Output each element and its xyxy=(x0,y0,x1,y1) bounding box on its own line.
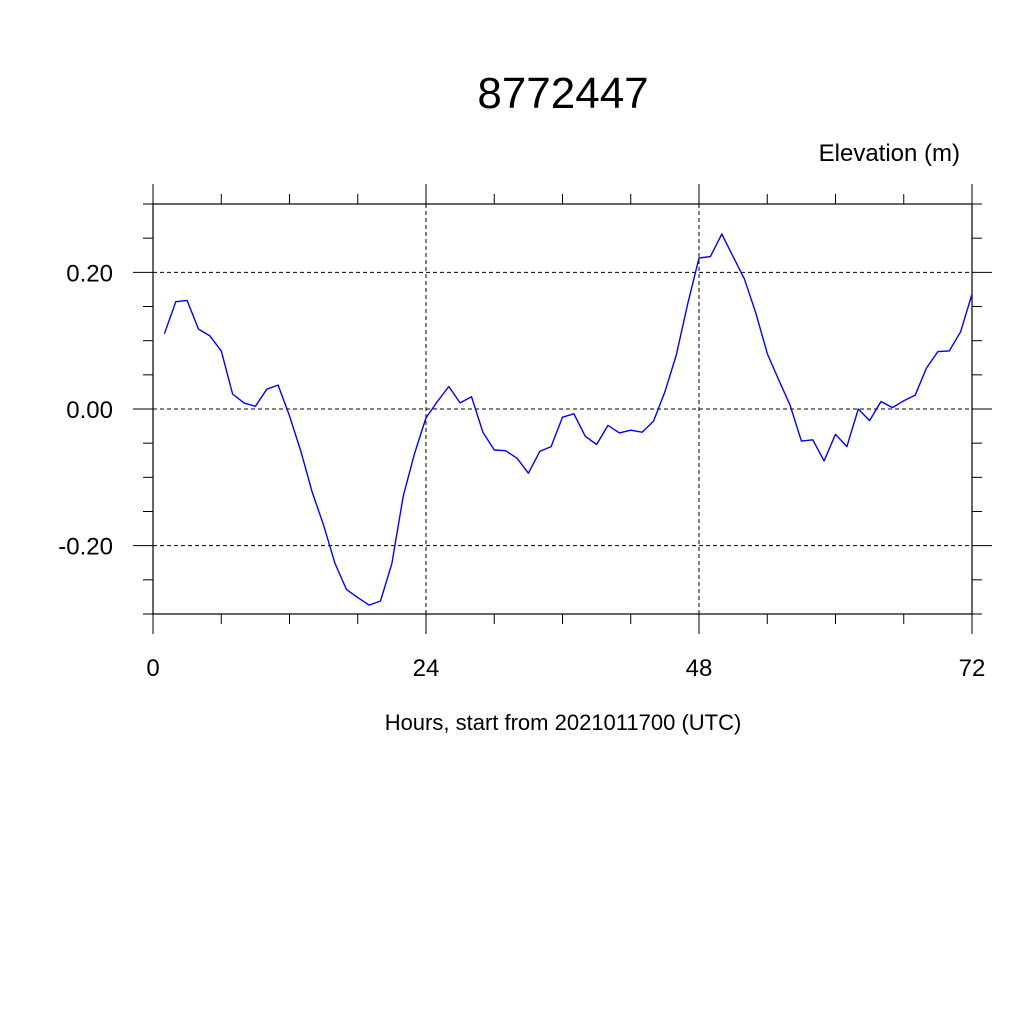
units-label: Elevation (m) xyxy=(819,140,960,167)
x-tick-label: 48 xyxy=(686,655,713,682)
elevation-series-line xyxy=(163,233,973,606)
chart-title: 8772447 xyxy=(477,69,648,118)
y-tick-labels: 0.20 0.00 -0.20 xyxy=(58,260,113,560)
axis-ticks xyxy=(133,184,992,634)
y-tick-label: 0.00 xyxy=(66,397,113,424)
series-layer xyxy=(163,233,973,606)
y-tick-label: -0.20 xyxy=(58,534,113,561)
y-tick-label: 0.20 xyxy=(66,260,113,287)
x-tick-labels: 0 24 48 72 xyxy=(146,655,985,682)
x-axis-label: Hours, start from 2021011700 (UTC) xyxy=(385,710,742,735)
grid-lines xyxy=(153,204,972,614)
x-tick-label: 72 xyxy=(959,655,986,682)
x-tick-label: 24 xyxy=(413,655,440,682)
x-tick-label: 0 xyxy=(146,655,159,682)
